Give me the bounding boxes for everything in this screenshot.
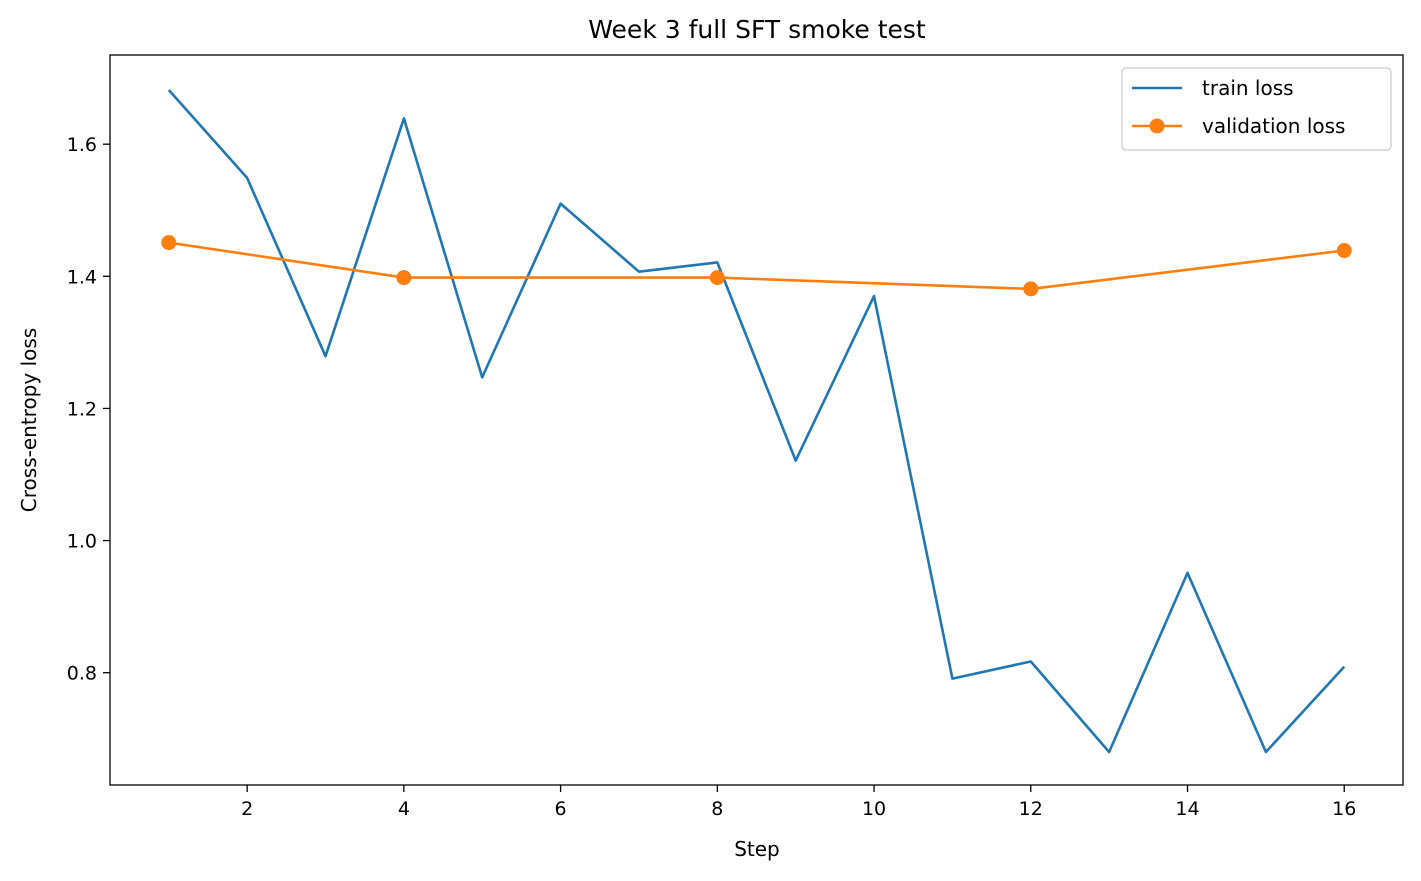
legend: train loss validation loss (1121, 67, 1392, 151)
legend-marker-validation-loss (1149, 118, 1165, 134)
legend-label-train-loss: train loss (1202, 76, 1294, 100)
series-layer (161, 89, 1352, 754)
x-tick-label: 16 (1332, 798, 1356, 820)
axes-background (110, 55, 1403, 785)
y-axis-ticks: 0.8 1.0 1.2 1.4 1.6 (67, 134, 110, 685)
x-tick-label: 12 (1019, 798, 1043, 820)
x-tick-label: 4 (398, 798, 410, 820)
legend-label-validation-loss: validation loss (1202, 114, 1345, 138)
data-point-validation-loss (1023, 281, 1039, 297)
x-tick-label: 10 (862, 798, 886, 820)
y-tick-label: 1.0 (67, 531, 97, 553)
chart-title: Week 3 full SFT smoke test (588, 15, 926, 44)
axes-frame (109, 54, 1404, 786)
legend-box (1121, 67, 1392, 151)
x-axis-ticks: 2 4 6 8 10 12 14 16 (241, 785, 1356, 820)
plot-area (110, 55, 1403, 785)
series-line-train-loss (167, 89, 1346, 754)
data-point-validation-loss (709, 270, 725, 286)
x-tick-label: 2 (241, 798, 253, 820)
y-tick-label: 1.6 (67, 134, 97, 156)
x-tick-label: 14 (1175, 798, 1199, 820)
x-tick-label: 6 (555, 798, 567, 820)
y-axis-label: Cross-entropy loss (17, 328, 41, 512)
x-axis-label: Step (734, 837, 780, 861)
y-tick-label: 1.2 (67, 398, 97, 420)
y-tick-label: 0.8 (67, 663, 97, 685)
x-tick-label: 8 (711, 798, 723, 820)
y-tick-label: 1.4 (67, 266, 97, 288)
data-point-validation-loss (161, 235, 177, 251)
data-point-validation-loss (396, 270, 412, 286)
data-point-validation-loss (1336, 243, 1352, 259)
